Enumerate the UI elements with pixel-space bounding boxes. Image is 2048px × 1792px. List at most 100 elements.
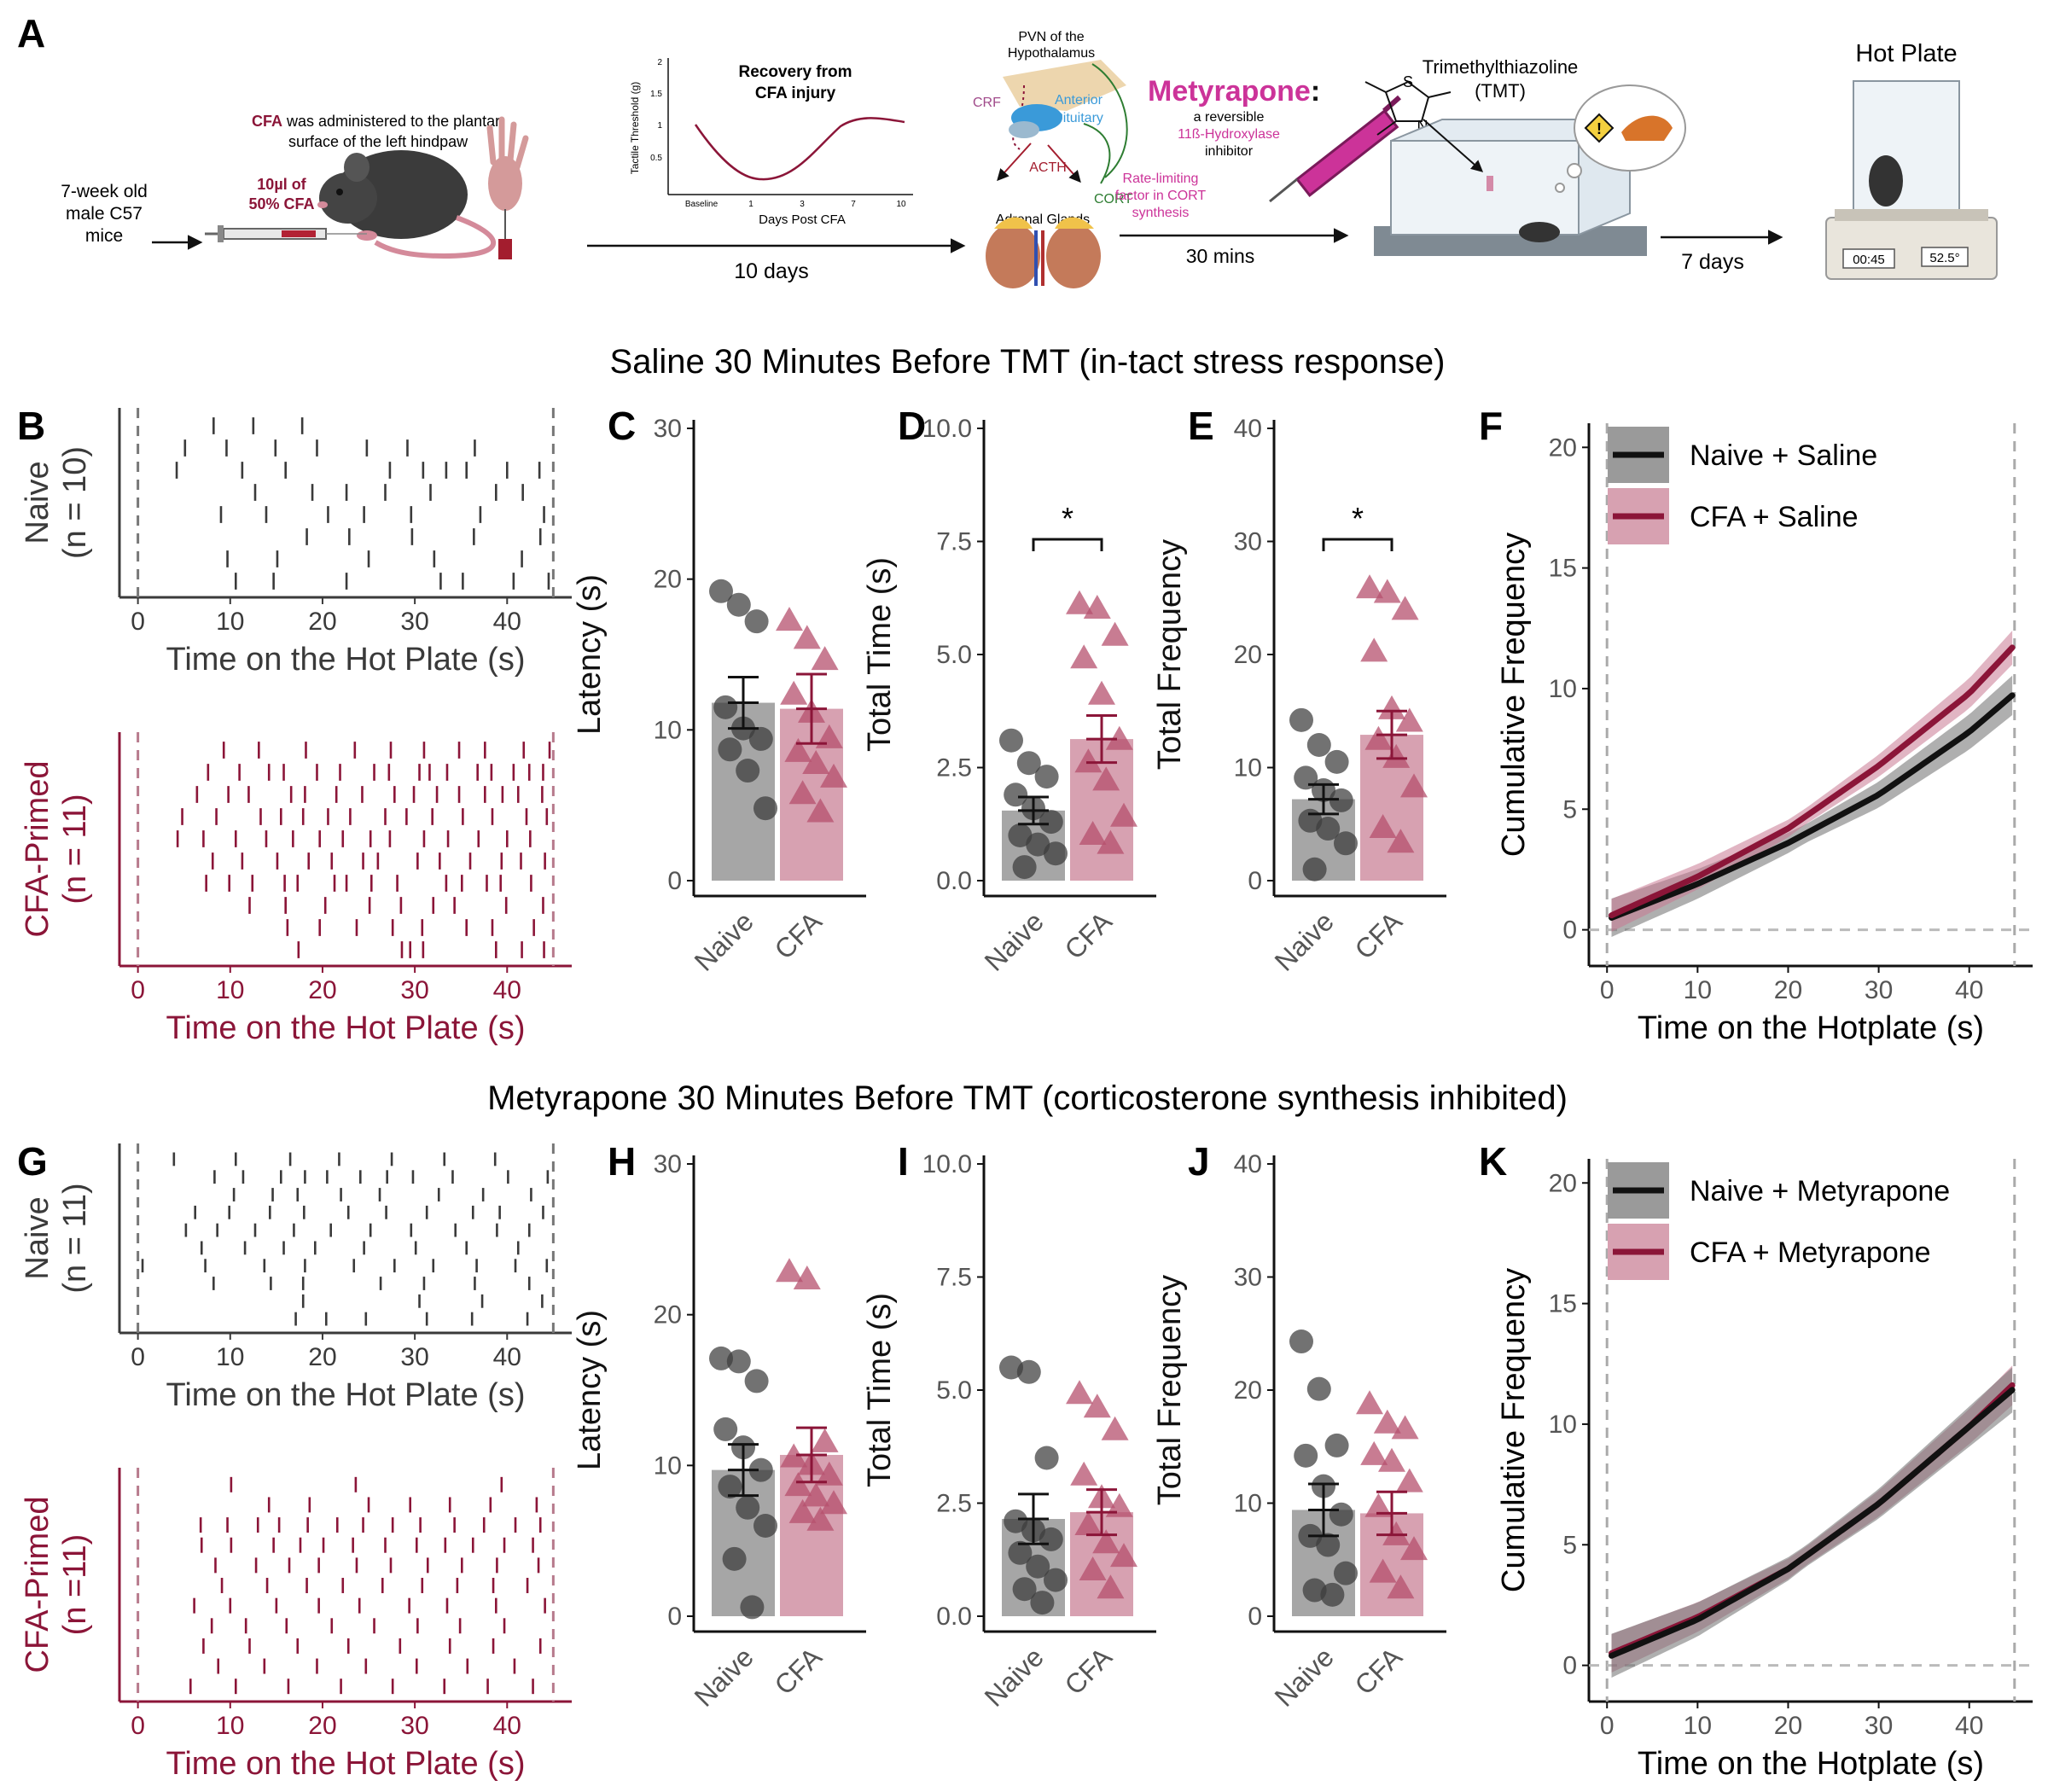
line-ytick-label: 20 <box>1549 1169 1577 1197</box>
bar-ytick-label: 7.5 <box>936 1264 972 1292</box>
pvn-label-1: PVN of the <box>1018 30 1084 44</box>
bar-point-naive <box>753 1514 777 1538</box>
raster-xtick-label: 10 <box>216 1343 244 1371</box>
bar-point-naive <box>722 1546 747 1571</box>
bar-point-naive <box>713 695 738 719</box>
bar-point-naive <box>1034 1446 1059 1470</box>
line-xtick-label: 0 <box>1600 1712 1615 1740</box>
chart-g-cfa: 0 10 20 30 40 Time on the Hot Plate (s) CFA-Pr… <box>20 1468 572 1782</box>
bar-point-naive <box>1294 1443 1318 1468</box>
bar-point-cfa <box>1105 725 1133 750</box>
bar-point-cfa <box>1360 637 1388 662</box>
bar-point-naive <box>726 592 751 617</box>
legend-entry: CFA + Metyrapone <box>1690 1236 1931 1269</box>
hot-plate-icon: 00:45 52.5° <box>1825 80 1998 280</box>
line-xtick-label: 10 <box>1684 976 1712 1004</box>
metyrapone-desc-2: 11ß-Hydroxylase <box>1178 127 1280 142</box>
bar-point-naive <box>718 737 742 762</box>
bar-point-naive <box>748 726 773 751</box>
bar-point-cfa <box>1395 1468 1423 1492</box>
line-xtick-label: 10 <box>1684 1712 1712 1740</box>
bar-point-naive <box>1034 765 1059 789</box>
bar-ylabel: Latency (s) <box>572 1310 608 1470</box>
line-ytick-label: 0 <box>1562 916 1577 945</box>
raster-ylabel-line-2: (n =11) <box>57 1534 93 1636</box>
bar-point-naive <box>1039 1527 1063 1551</box>
bar-point-naive <box>1289 707 1313 732</box>
inset-recovery-curve <box>694 117 905 181</box>
line-ylabel: Cumulative Frequency <box>1496 1268 1532 1592</box>
bar-ylabel: Total Frequency <box>1152 1275 1188 1505</box>
bar-category-label: CFA <box>768 905 828 965</box>
chart-g-naive: 0 10 20 30 40 Time on the Hot Plate (s) Naive(… <box>20 1143 572 1413</box>
bar-point-cfa <box>1097 829 1125 854</box>
panel-letter-f: F <box>1479 404 1503 448</box>
bar-point-cfa <box>793 1265 821 1290</box>
bar-point-naive <box>999 728 1023 753</box>
bar-point-naive <box>1016 751 1041 776</box>
bar-point-naive <box>744 609 769 634</box>
bar-point-naive <box>1012 1577 1037 1602</box>
tmt-label-2: (TMT) <box>1475 80 1526 102</box>
bar-point-cfa <box>806 1506 835 1531</box>
raster-xtick-label: 30 <box>400 1343 428 1371</box>
chart-b-cfa: 0 10 20 30 40 Time on the Hot Plate (s) CFA-Pr… <box>20 732 572 1046</box>
raster-xtick-label: 30 <box>400 1712 428 1740</box>
bar-point-naive <box>1324 1433 1349 1457</box>
metyrapone-title: Metyrapone: <box>1148 75 1320 108</box>
line-xlabel: Time on the Hotplate (s) <box>1638 1746 1984 1782</box>
syringe-cfa-icon <box>205 225 367 242</box>
bar-ytick-label: 5.0 <box>936 641 972 669</box>
bar-point-cfa <box>776 1258 803 1283</box>
legend-entry: Naive + Saline <box>1690 439 1877 472</box>
section-title-saline: Saline 30 Minutes Before TMT (in-tact st… <box>610 343 1446 381</box>
bar-point-naive <box>1044 841 1068 866</box>
raster-xlabel: Time on the Hot Plate (s) <box>166 1377 526 1413</box>
metyrapone-desc-1: a reversible <box>1194 110 1265 125</box>
rate-limiting-2: factor in CORT <box>1115 189 1207 203</box>
raster-xtick-label: 20 <box>308 976 336 1004</box>
rate-limiting-1: Rate-limiting <box>1123 172 1199 186</box>
bar-point-naive <box>726 1349 751 1374</box>
bar-point-naive <box>1306 733 1331 757</box>
raster-xtick-label: 10 <box>216 1712 244 1740</box>
cort-label: CORT <box>1094 192 1132 207</box>
bar-ytick-label: 0 <box>667 1603 682 1631</box>
line-ytick-label: 10 <box>1549 1411 1577 1439</box>
bar-point-cfa <box>1369 814 1397 839</box>
bar-point-cfa <box>1083 595 1111 619</box>
bar-point-cfa <box>815 1461 843 1486</box>
metyrapone-syringe-icon <box>1269 95 1401 203</box>
bar-point-cfa <box>1378 695 1405 719</box>
bar-point-naive <box>1044 1568 1068 1592</box>
cfa-dose-line-2: 50% CFA <box>248 195 314 212</box>
bar-point-cfa <box>793 625 821 649</box>
arrow-7-days-label: 7 days <box>1681 250 1744 274</box>
line-ytick-label: 15 <box>1549 555 1577 583</box>
bar-point-cfa <box>811 1428 839 1452</box>
bar-ytick-label: 30 <box>1234 1264 1262 1292</box>
bar-point-cfa <box>1092 1529 1120 1554</box>
bar-point-naive <box>709 1346 733 1370</box>
bar-point-cfa <box>1088 680 1115 705</box>
bar-point-cfa <box>1066 1380 1093 1405</box>
line-series-0 <box>1609 1387 2016 1659</box>
bar-point-cfa <box>820 763 847 788</box>
bar-point-naive <box>736 1495 760 1520</box>
line-series-0 <box>1609 692 2016 921</box>
bar-point-naive <box>1008 823 1033 847</box>
bar-point-naive <box>1004 783 1028 807</box>
cfa-admin-bold: CFA <box>252 113 282 130</box>
significance-star: * <box>1352 501 1364 536</box>
raster-xtick-label: 0 <box>131 976 145 1004</box>
bar-point-cfa <box>1356 574 1383 599</box>
bar-point-naive <box>709 579 733 603</box>
line-ci-band <box>1611 1367 2013 1678</box>
tmt-label-1: Trimethylthiazoline <box>1423 56 1579 78</box>
bar-ytick-label: 0 <box>1248 1603 1262 1631</box>
bar-point-cfa <box>1066 590 1093 614</box>
hot-plate-title: Hot Plate <box>1855 40 1957 67</box>
inset-xtick-2: 1 <box>748 200 753 209</box>
bar-point-naive <box>736 759 760 783</box>
